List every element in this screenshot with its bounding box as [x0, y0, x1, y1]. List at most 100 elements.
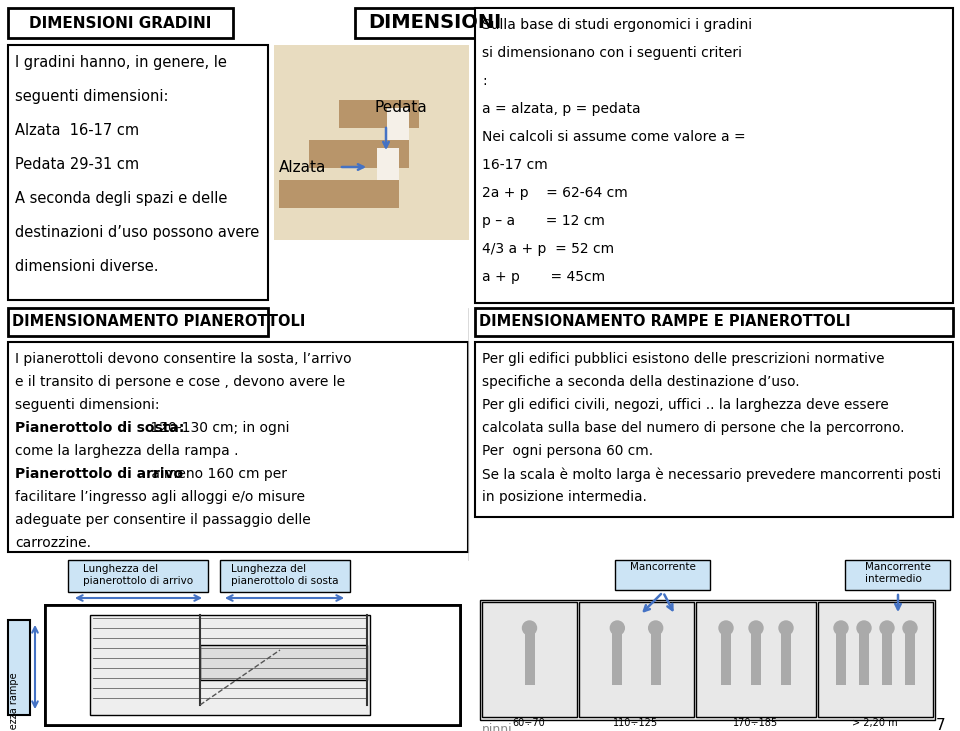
Text: Per gli edifici civili, negozi, uffici .. la larghezza deve essere: Per gli edifici civili, negozi, uffici .… — [482, 398, 889, 412]
Text: Pedata: Pedata — [374, 100, 427, 115]
Bar — [751, 630, 761, 685]
Bar — [90, 615, 370, 715]
Bar — [8, 342, 468, 552]
Circle shape — [779, 621, 793, 635]
Bar — [8, 45, 268, 300]
Bar — [818, 602, 933, 717]
Text: destinazioni d’uso possono avere: destinazioni d’uso possono avere — [15, 225, 259, 240]
Text: I pianerottoli devono consentire la sosta, l’arrivo: I pianerottoli devono consentire la sost… — [15, 352, 351, 366]
Text: Lunghezza del
pianerottolo di sosta: Lunghezza del pianerottolo di sosta — [231, 564, 339, 586]
Circle shape — [903, 621, 917, 635]
Text: si dimensionano con i seguenti criteri: si dimensionano con i seguenti criteri — [482, 46, 742, 60]
Bar — [8, 8, 233, 38]
Bar — [68, 560, 208, 592]
Circle shape — [719, 621, 733, 635]
Text: 2a + p    = 62-64 cm: 2a + p = 62-64 cm — [482, 186, 628, 200]
Text: dimensioni diverse.: dimensioni diverse. — [15, 259, 158, 274]
Text: Mancorrente
intermedio: Mancorrente intermedio — [865, 562, 931, 583]
Circle shape — [857, 621, 871, 635]
Text: Sulla base di studi ergonomici i gradini: Sulla base di studi ergonomici i gradini — [482, 18, 752, 32]
Bar — [859, 630, 869, 685]
Bar — [696, 602, 816, 717]
Text: A seconda degli spazi e delle: A seconda degli spazi e delle — [15, 191, 228, 206]
Bar — [475, 342, 953, 517]
Text: a + p       = 45cm: a + p = 45cm — [482, 270, 605, 284]
Bar — [339, 100, 419, 128]
Text: :: : — [482, 74, 487, 88]
Circle shape — [611, 621, 624, 635]
Text: calcolata sulla base del numero di persone che la percorrono.: calcolata sulla base del numero di perso… — [482, 421, 904, 435]
Bar — [475, 308, 953, 336]
Text: seguenti dimensioni:: seguenti dimensioni: — [15, 89, 169, 104]
Bar — [579, 602, 694, 717]
Text: Alzata: Alzata — [279, 160, 326, 175]
Text: Per gli edifici pubblici esistono delle prescrizioni normative: Per gli edifici pubblici esistono delle … — [482, 352, 884, 366]
Text: 16-17 cm: 16-17 cm — [482, 158, 548, 172]
Bar — [377, 148, 399, 180]
Text: DIMENSIONI GRADINI: DIMENSIONI GRADINI — [29, 15, 211, 31]
Text: 120-130 cm; in ogni: 120-130 cm; in ogni — [146, 421, 289, 435]
Bar — [882, 630, 892, 685]
Text: Mancorrente: Mancorrente — [630, 562, 696, 572]
Text: 7: 7 — [935, 718, 945, 731]
Bar — [274, 45, 469, 240]
Bar — [8, 308, 268, 336]
Bar — [721, 630, 731, 685]
Circle shape — [834, 621, 848, 635]
Text: Alzata  16-17 cm: Alzata 16-17 cm — [15, 123, 139, 138]
Bar — [8, 620, 30, 715]
Bar — [475, 8, 953, 303]
Text: Pianerottolo di arrivo: Pianerottolo di arrivo — [15, 467, 183, 481]
Bar — [781, 630, 791, 685]
Bar — [45, 605, 460, 725]
Text: 170÷185: 170÷185 — [733, 718, 779, 728]
Text: 60÷70: 60÷70 — [513, 718, 545, 728]
Text: e il transito di persone e cose , devono avere le: e il transito di persone e cose , devono… — [15, 375, 346, 389]
Bar — [845, 560, 950, 590]
Text: DIMENSIONI: DIMENSIONI — [369, 13, 502, 32]
Circle shape — [749, 621, 763, 635]
Bar — [615, 560, 710, 590]
Bar — [836, 630, 846, 685]
Bar — [612, 630, 622, 685]
Bar — [309, 140, 409, 168]
Text: come la larghezza della rampa .: come la larghezza della rampa . — [15, 444, 238, 458]
Text: almeno 160 cm per: almeno 160 cm per — [147, 467, 287, 481]
Bar — [355, 8, 515, 38]
Bar — [387, 108, 409, 140]
Text: Per  ogni persona 60 cm.: Per ogni persona 60 cm. — [482, 444, 653, 458]
Bar — [651, 630, 660, 685]
Bar — [524, 630, 535, 685]
Text: ninni: ninni — [482, 723, 513, 731]
Circle shape — [522, 621, 537, 635]
Text: seguenti dimensioni:: seguenti dimensioni: — [15, 398, 159, 412]
Bar — [480, 600, 935, 720]
Bar — [200, 645, 367, 680]
Text: p – a       = 12 cm: p – a = 12 cm — [482, 214, 605, 228]
Text: 110÷125: 110÷125 — [613, 718, 659, 728]
Text: DIMENSIONAMENTO RAMPE E PIANEROTTOLI: DIMENSIONAMENTO RAMPE E PIANEROTTOLI — [479, 314, 851, 330]
Text: Pedata 29-31 cm: Pedata 29-31 cm — [15, 157, 139, 172]
Text: Lunghezza del
pianerottolo di arrivo: Lunghezza del pianerottolo di arrivo — [83, 564, 193, 586]
Text: adeguate per consentire il passaggio delle: adeguate per consentire il passaggio del… — [15, 513, 311, 527]
Bar — [482, 602, 577, 717]
Text: specifiche a seconda della destinazione d’uso.: specifiche a seconda della destinazione … — [482, 375, 800, 389]
Circle shape — [880, 621, 894, 635]
Text: 4/3 a + p  = 52 cm: 4/3 a + p = 52 cm — [482, 242, 614, 256]
Text: Nei calcoli si assume come valore a =: Nei calcoli si assume come valore a = — [482, 130, 746, 144]
Text: in posizione intermedia.: in posizione intermedia. — [482, 490, 647, 504]
Bar — [45, 605, 460, 725]
Circle shape — [649, 621, 662, 635]
Text: Pianerottolo di sosta:: Pianerottolo di sosta: — [15, 421, 184, 435]
Text: I gradini hanno, in genere, le: I gradini hanno, in genere, le — [15, 55, 227, 70]
Text: facilitare l’ingresso agli alloggi e/o misure: facilitare l’ingresso agli alloggi e/o m… — [15, 490, 305, 504]
Bar — [220, 560, 350, 592]
Text: DIMENSIONAMENTO PIANEROTTOLI: DIMENSIONAMENTO PIANEROTTOLI — [12, 314, 305, 330]
Bar — [279, 180, 399, 208]
Text: Se la scala è molto larga è necessario prevedere mancorrenti posti: Se la scala è molto larga è necessario p… — [482, 467, 941, 482]
Text: a = alzata, p = pedata: a = alzata, p = pedata — [482, 102, 640, 116]
Bar — [905, 630, 915, 685]
Text: carrozzine.: carrozzine. — [15, 536, 91, 550]
Text: Larghezza rampe: Larghezza rampe — [9, 673, 19, 731]
Text: > 2,20 m: > 2,20 m — [852, 718, 898, 728]
